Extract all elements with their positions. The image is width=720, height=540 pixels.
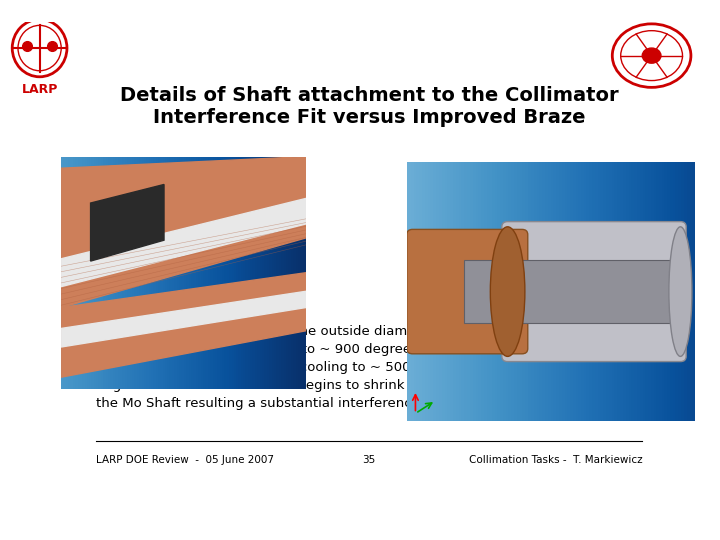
Text: Collimation Tasks -  T. Markiewicz: Collimation Tasks - T. Markiewicz	[469, 455, 642, 465]
Polygon shape	[91, 185, 164, 261]
Bar	[464, 260, 680, 323]
Polygon shape	[61, 273, 306, 377]
Text: LARP DOE Review  -  05 June 2007: LARP DOE Review - 05 June 2007	[96, 455, 274, 465]
Circle shape	[642, 48, 661, 63]
Polygon shape	[61, 157, 306, 308]
Text: Copper Jaw is constrained on the outside diameter
with Carbon and when heated to: Copper Jaw is constrained on the outside…	[96, 325, 441, 410]
Text: LARP: LARP	[22, 83, 58, 96]
Ellipse shape	[490, 227, 525, 356]
Text: 35: 35	[362, 455, 376, 465]
Text: Details of Shaft attachment to the Collimator
Interference Fit versus Improved B: Details of Shaft attachment to the Colli…	[120, 86, 618, 127]
FancyBboxPatch shape	[502, 221, 686, 362]
FancyBboxPatch shape	[407, 230, 528, 354]
Polygon shape	[61, 291, 306, 347]
Text: Braze Hub improvement includes a
flexible Molybdenum end that prevents
the coppe: Braze Hub improvement includes a flexibl…	[411, 175, 674, 242]
Ellipse shape	[669, 227, 692, 356]
Polygon shape	[61, 198, 306, 287]
